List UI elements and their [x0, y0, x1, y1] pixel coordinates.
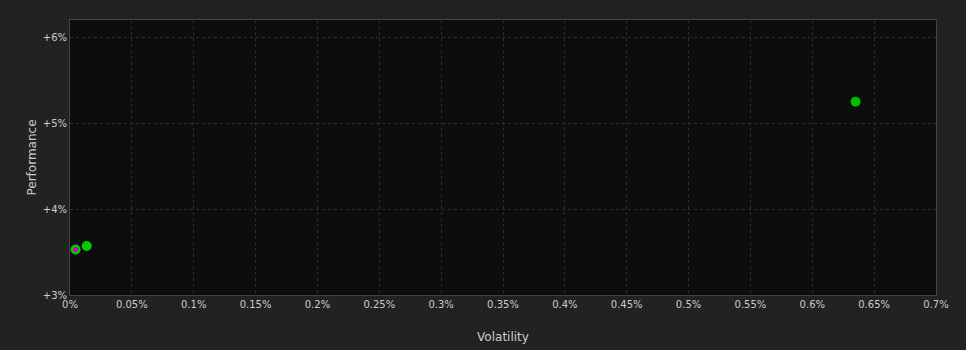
- svg-text:0.3%: 0.3%: [428, 299, 453, 310]
- svg-text:0.2%: 0.2%: [305, 299, 330, 310]
- svg-text:+6%: +6%: [43, 32, 67, 43]
- svg-text:+5%: +5%: [43, 118, 67, 129]
- svg-text:0.7%: 0.7%: [923, 299, 948, 310]
- svg-text:0.6%: 0.6%: [800, 299, 825, 310]
- svg-text:+4%: +4%: [43, 204, 67, 215]
- svg-text:0.4%: 0.4%: [552, 299, 577, 310]
- svg-text:0.05%: 0.05%: [116, 299, 148, 310]
- svg-text:0.65%: 0.65%: [858, 299, 890, 310]
- svg-text:+3%: +3%: [43, 290, 67, 301]
- svg-text:0.15%: 0.15%: [240, 299, 272, 310]
- svg-text:0.45%: 0.45%: [611, 299, 643, 310]
- svg-text:0.25%: 0.25%: [363, 299, 395, 310]
- svg-text:0.1%: 0.1%: [181, 299, 206, 310]
- svg-text:0.5%: 0.5%: [676, 299, 701, 310]
- svg-text:Volatility: Volatility: [477, 330, 529, 344]
- svg-text:0.35%: 0.35%: [487, 299, 519, 310]
- svg-text:Performance: Performance: [25, 119, 39, 195]
- svg-text:0.55%: 0.55%: [735, 299, 767, 310]
- svg-text:0%: 0%: [62, 299, 78, 310]
